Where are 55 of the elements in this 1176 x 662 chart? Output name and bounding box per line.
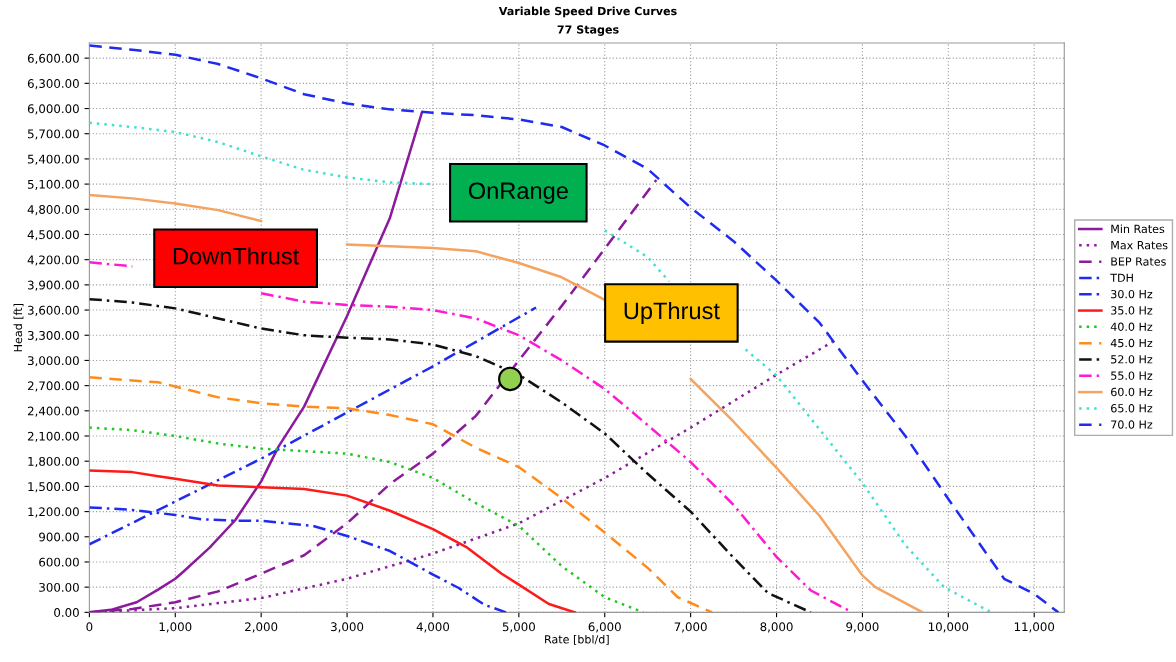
x-tick-label: 10,000 xyxy=(928,622,969,633)
x-tick-label: 8,000 xyxy=(760,622,793,633)
y-tick-label: 6,000.00 xyxy=(27,104,79,115)
y-tick-label: 3,000.00 xyxy=(27,356,79,367)
legend-label: 52.0 Hz xyxy=(1111,355,1153,364)
y-tick-label: 900.00 xyxy=(39,532,79,542)
legend-label: 60.0 Hz xyxy=(1111,387,1153,397)
x-tick-label: 0 xyxy=(86,622,93,632)
y-tick-label: 4,500.00 xyxy=(27,230,79,241)
x-tick-label: 6,000 xyxy=(588,622,621,633)
x-tick-label: 4,000 xyxy=(416,622,450,633)
y-tick-label: 5,100.00 xyxy=(27,179,79,190)
x-tick-label: 11,000 xyxy=(1014,622,1055,633)
x-tick-label: 3,000 xyxy=(331,622,364,633)
x-tick-label: 5,000 xyxy=(502,622,535,633)
legend-label: BEP Rates xyxy=(1111,257,1166,266)
chart-title: Variable Speed Drive Curves xyxy=(498,6,677,18)
y-tick-label: 1,800.00 xyxy=(28,456,79,468)
x-tick-label: 7,000 xyxy=(674,622,707,633)
x-tick-label: 1,000 xyxy=(159,622,192,633)
y-tick-label: 6,300.00 xyxy=(27,79,79,90)
legend-label: Max Rates xyxy=(1111,241,1168,250)
y-tick-label: 2,400.00 xyxy=(27,406,79,417)
y-tick-label: 4,800.00 xyxy=(27,205,79,216)
legend-label: TDH xyxy=(1110,273,1133,282)
y-tick-label: 2,100.00 xyxy=(27,431,79,442)
x-tick-label: 9,000 xyxy=(846,622,879,633)
y-tick-label: 0.00 xyxy=(54,608,79,617)
y-tick-label: 1,500.00 xyxy=(28,482,79,493)
legend-label: 55.0 Hz xyxy=(1111,371,1153,380)
y-axis-title: Head [ft] xyxy=(13,303,24,352)
legend-label: 40.0 Hz xyxy=(1110,322,1153,331)
legend-label: 30.0 Hz xyxy=(1111,289,1153,299)
y-tick-label: 1,200.00 xyxy=(28,507,79,518)
legend-label: Min Rates xyxy=(1111,224,1165,234)
x-tick-label: 2,000 xyxy=(245,622,278,633)
y-tick-label: 300.00 xyxy=(39,582,79,592)
y-tick-label: 600.00 xyxy=(39,557,79,567)
annotation: DownThrust xyxy=(173,247,300,265)
y-tick-label: 5,400.00 xyxy=(27,154,79,165)
annotation: UpThrust xyxy=(624,301,720,324)
y-tick-label: 5,700.00 xyxy=(27,129,79,140)
legend-label: 70.0 Hz xyxy=(1111,420,1153,429)
annotation: OnRange xyxy=(468,182,568,204)
y-tick-label: 4,200.00 xyxy=(27,255,79,266)
y-tick-label: 3,600.00 xyxy=(27,305,79,316)
legend-label: 65.0 Hz xyxy=(1111,404,1153,413)
legend-label: 35.0 Hz xyxy=(1111,306,1153,315)
y-tick-label: 2,700.00 xyxy=(27,381,79,392)
y-tick-label: 6,600.00 xyxy=(27,53,79,64)
legend-label: 45.0 Hz xyxy=(1110,338,1153,348)
chart-subtitle: 77 Stages xyxy=(557,25,619,36)
y-tick-label: 3,300.00 xyxy=(27,330,79,342)
y-tick-label: 3,900.00 xyxy=(27,280,79,291)
x-axis-title: Rate [bbl/d] xyxy=(545,634,609,645)
